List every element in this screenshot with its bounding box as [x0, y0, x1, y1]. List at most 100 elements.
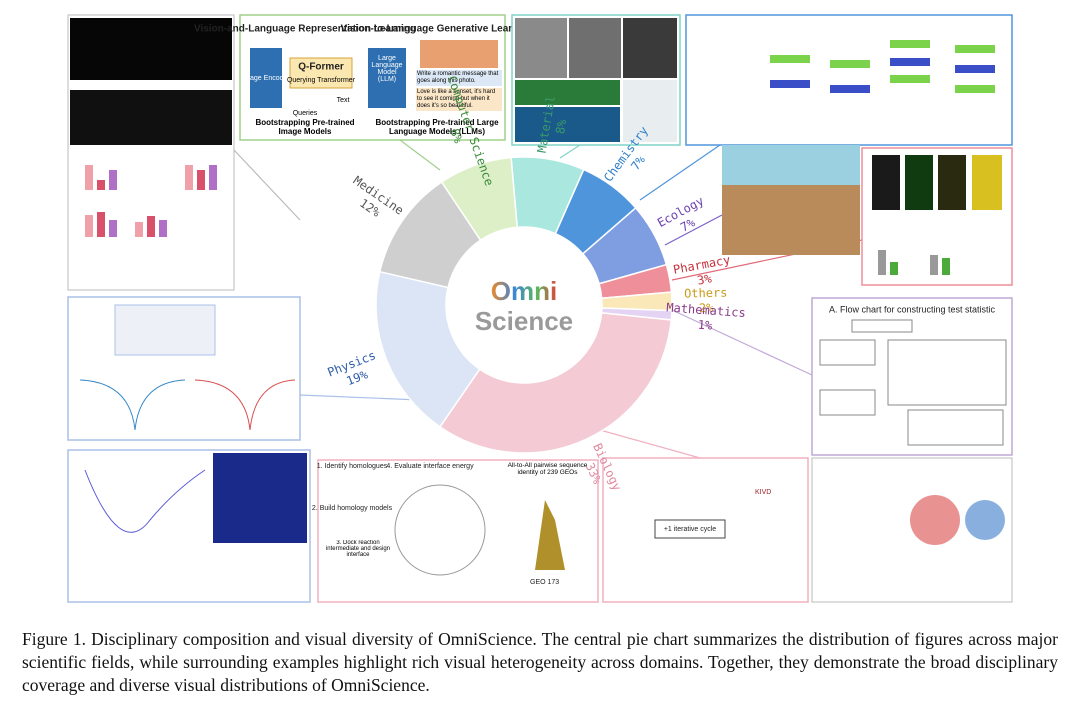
value-label: 7% — [678, 215, 698, 235]
plot-bar — [209, 165, 217, 190]
box — [654, 519, 726, 539]
panel-text: Querying Transformer — [287, 77, 356, 84]
shape — [830, 60, 870, 68]
connector — [559, 144, 581, 159]
plot-bar — [97, 212, 105, 237]
plot-bar — [85, 165, 93, 190]
shape — [890, 40, 930, 48]
panel-text: Queries — [293, 110, 318, 117]
panel-text: 3. Dock reaction intermediate and design… — [325, 540, 391, 558]
center-subtitle: Science — [475, 306, 573, 336]
pharmacy-panel — [861, 147, 1013, 286]
chemistry-panel — [685, 14, 1013, 146]
image — [70, 90, 232, 145]
cs-panel: Vision-and-Language Representation Learn… — [194, 14, 533, 141]
panel-frame — [811, 457, 1013, 603]
diagram — [114, 304, 216, 356]
value-label: 8% — [553, 118, 569, 135]
panel-text: Bootstrapping Pre-trained Large Language… — [375, 118, 499, 136]
box — [368, 48, 406, 108]
histogram — [515, 500, 590, 570]
box — [887, 339, 1007, 406]
image — [905, 155, 933, 210]
foot: Bootstrapping Pre-trained Large Language… — [375, 118, 499, 136]
shape — [890, 75, 930, 83]
pie-slice — [440, 156, 519, 242]
shape — [955, 85, 995, 93]
protein — [965, 500, 1005, 540]
shape — [890, 58, 930, 66]
connector — [399, 139, 441, 171]
material-panel — [511, 14, 681, 146]
panel-text: A. Flow chart for constructing test stat… — [829, 304, 996, 314]
shape — [770, 55, 810, 63]
panel-text: All-to-All pairwise sequence identity of… — [507, 462, 588, 476]
value-label: 8% — [447, 127, 465, 146]
box — [907, 409, 1004, 446]
plot-curve — [79, 379, 186, 431]
image — [623, 80, 677, 142]
image — [213, 453, 307, 543]
connector — [299, 394, 421, 401]
panel-text: 1. Identify homologues — [317, 463, 388, 470]
physics-panel — [67, 296, 301, 441]
panel-text: Bootstrapping Pre-trained Image Models — [255, 118, 355, 136]
box — [250, 48, 282, 108]
ecology-image — [722, 145, 860, 185]
image — [938, 155, 966, 210]
value-label: 3% — [696, 271, 714, 288]
panel-text: 4. Evaluate interface energy — [386, 463, 474, 470]
plot-bar — [147, 216, 155, 237]
medicine-panel — [67, 14, 235, 291]
box — [819, 389, 876, 416]
connector — [664, 214, 723, 246]
panel-text: GEO 173 — [530, 579, 559, 586]
foot: Bootstrapping Pre-trained Image Models — [255, 118, 355, 136]
center-title: Omni — [491, 276, 557, 306]
caption: Figure 1. Disciplinary composition and v… — [22, 629, 1058, 695]
pie-slice — [375, 270, 481, 428]
image — [515, 80, 620, 105]
box — [819, 339, 876, 366]
image — [569, 18, 621, 78]
protein — [910, 495, 960, 545]
plot-bar — [890, 262, 898, 275]
dialog: Write a romantic message that goes along… — [416, 70, 502, 111]
plot-curve — [84, 469, 206, 533]
shape — [770, 80, 810, 88]
panel-text: Image Encoder — [242, 75, 290, 82]
llm-label: Large Language Model (LLM) — [371, 55, 402, 83]
plot-bar — [197, 170, 205, 190]
image — [70, 18, 232, 80]
panel-text: Vision-and-Language Representation Learn… — [194, 24, 416, 35]
plot-bar — [159, 220, 167, 237]
panel-text: 2. Build homology models — [312, 505, 393, 512]
step3: 3. Dock reaction intermediate and design… — [325, 540, 391, 558]
connector — [639, 144, 721, 201]
plot-bar — [109, 170, 117, 190]
image — [623, 18, 677, 78]
image — [515, 18, 567, 78]
shape — [955, 45, 995, 53]
figure: Vision-and-Language Representation Learn… — [67, 14, 1013, 603]
panel-text: Q-Former — [298, 62, 344, 73]
category-label: Mathematics — [666, 300, 746, 320]
connector — [599, 429, 701, 459]
plot-bar — [109, 220, 117, 237]
panel-text: +1 iterative cycle — [664, 526, 716, 533]
panel-text: Text — [337, 97, 350, 104]
hist-title: All-to-All pairwise sequence identity of… — [507, 462, 588, 476]
connector — [671, 309, 813, 376]
plot-bar — [97, 180, 105, 190]
plot-bar — [930, 255, 938, 275]
plot-bar — [85, 215, 93, 237]
panel-text: Love is like a sunset, it's hard to see … — [416, 88, 502, 111]
bar-plots — [85, 165, 217, 237]
category-label: Others — [684, 286, 728, 301]
image — [972, 155, 1002, 210]
